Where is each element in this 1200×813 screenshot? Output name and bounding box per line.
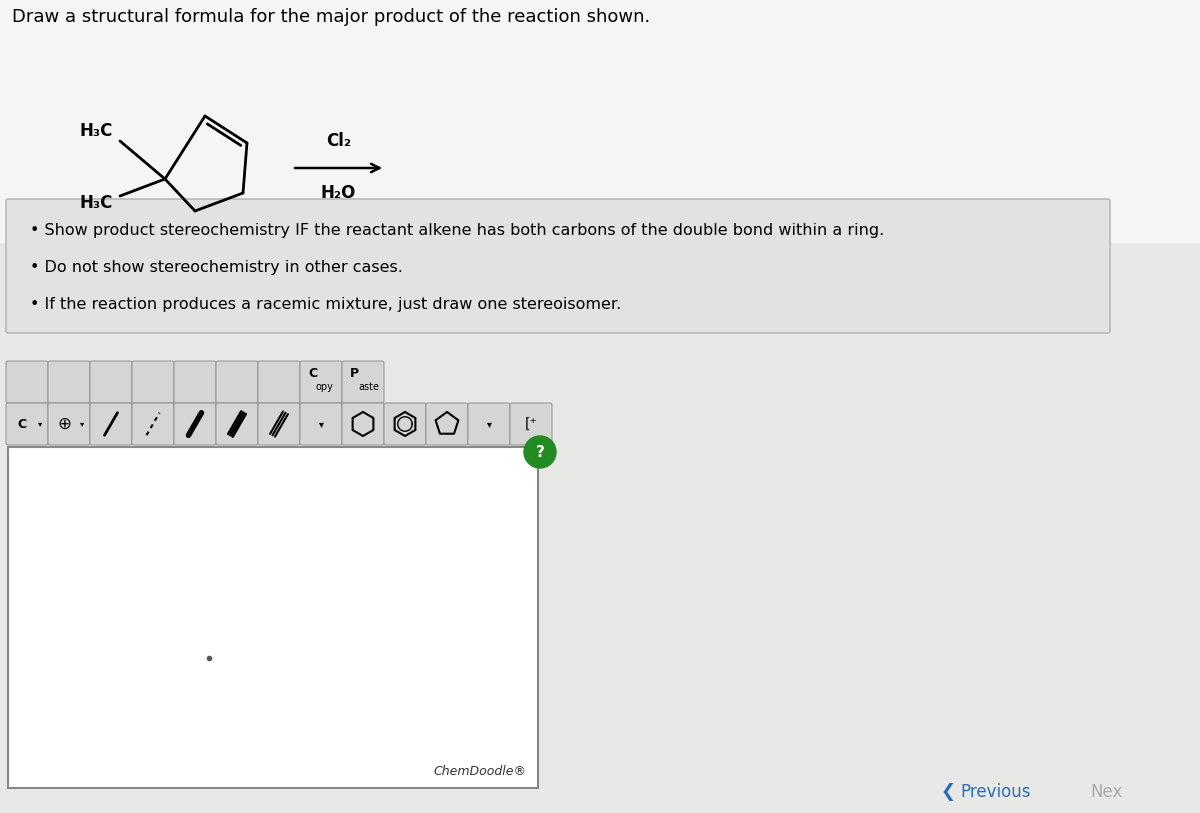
Text: • Show product stereochemistry IF the reactant alkene has both carbons of the do: • Show product stereochemistry IF the re…: [30, 223, 884, 238]
Text: • Do not show stereochemistry in other cases.: • Do not show stereochemistry in other c…: [30, 260, 403, 275]
FancyBboxPatch shape: [132, 361, 174, 403]
FancyBboxPatch shape: [342, 403, 384, 445]
FancyBboxPatch shape: [300, 361, 342, 403]
Text: P: P: [350, 367, 359, 380]
FancyBboxPatch shape: [90, 361, 132, 403]
Text: C: C: [18, 418, 26, 431]
Text: C: C: [308, 367, 317, 380]
FancyBboxPatch shape: [342, 361, 384, 403]
FancyBboxPatch shape: [174, 361, 216, 403]
FancyBboxPatch shape: [6, 403, 48, 445]
Text: ⊕: ⊕: [58, 415, 71, 433]
Text: Previous: Previous: [960, 783, 1031, 801]
FancyBboxPatch shape: [384, 403, 426, 445]
Text: H₃C: H₃C: [79, 194, 113, 212]
Text: ▾: ▾: [318, 419, 324, 429]
Text: ChemDoodle®: ChemDoodle®: [433, 765, 526, 778]
Text: Cl₂: Cl₂: [326, 132, 352, 150]
FancyBboxPatch shape: [48, 403, 90, 445]
FancyBboxPatch shape: [174, 403, 216, 445]
Text: ▾: ▾: [486, 419, 492, 429]
Bar: [0, 0, 1200, 243]
FancyBboxPatch shape: [300, 403, 342, 445]
Text: ❮: ❮: [941, 783, 955, 801]
FancyBboxPatch shape: [48, 361, 90, 403]
FancyBboxPatch shape: [6, 199, 1110, 333]
FancyBboxPatch shape: [216, 361, 258, 403]
FancyBboxPatch shape: [510, 403, 552, 445]
Text: ?: ?: [535, 445, 545, 459]
Text: Nex: Nex: [1090, 783, 1122, 801]
FancyBboxPatch shape: [258, 361, 300, 403]
FancyBboxPatch shape: [132, 403, 174, 445]
Circle shape: [524, 436, 556, 468]
Text: ▾: ▾: [38, 420, 42, 428]
Text: • If the reaction produces a racemic mixture, just draw one stereoisomer.: • If the reaction produces a racemic mix…: [30, 297, 622, 312]
FancyBboxPatch shape: [258, 403, 300, 445]
Text: opy: opy: [316, 382, 334, 392]
FancyBboxPatch shape: [6, 361, 48, 403]
Bar: [8, 447, 538, 788]
FancyBboxPatch shape: [216, 403, 258, 445]
FancyBboxPatch shape: [90, 403, 132, 445]
Text: Draw a structural formula for the major product of the reaction shown.: Draw a structural formula for the major …: [12, 8, 650, 26]
Text: ▾: ▾: [80, 420, 84, 428]
Text: [⁺: [⁺: [524, 417, 538, 431]
Text: H₂O: H₂O: [320, 184, 356, 202]
FancyBboxPatch shape: [426, 403, 468, 445]
Text: aste: aste: [358, 382, 379, 392]
FancyBboxPatch shape: [468, 403, 510, 445]
Text: H₃C: H₃C: [79, 122, 113, 140]
